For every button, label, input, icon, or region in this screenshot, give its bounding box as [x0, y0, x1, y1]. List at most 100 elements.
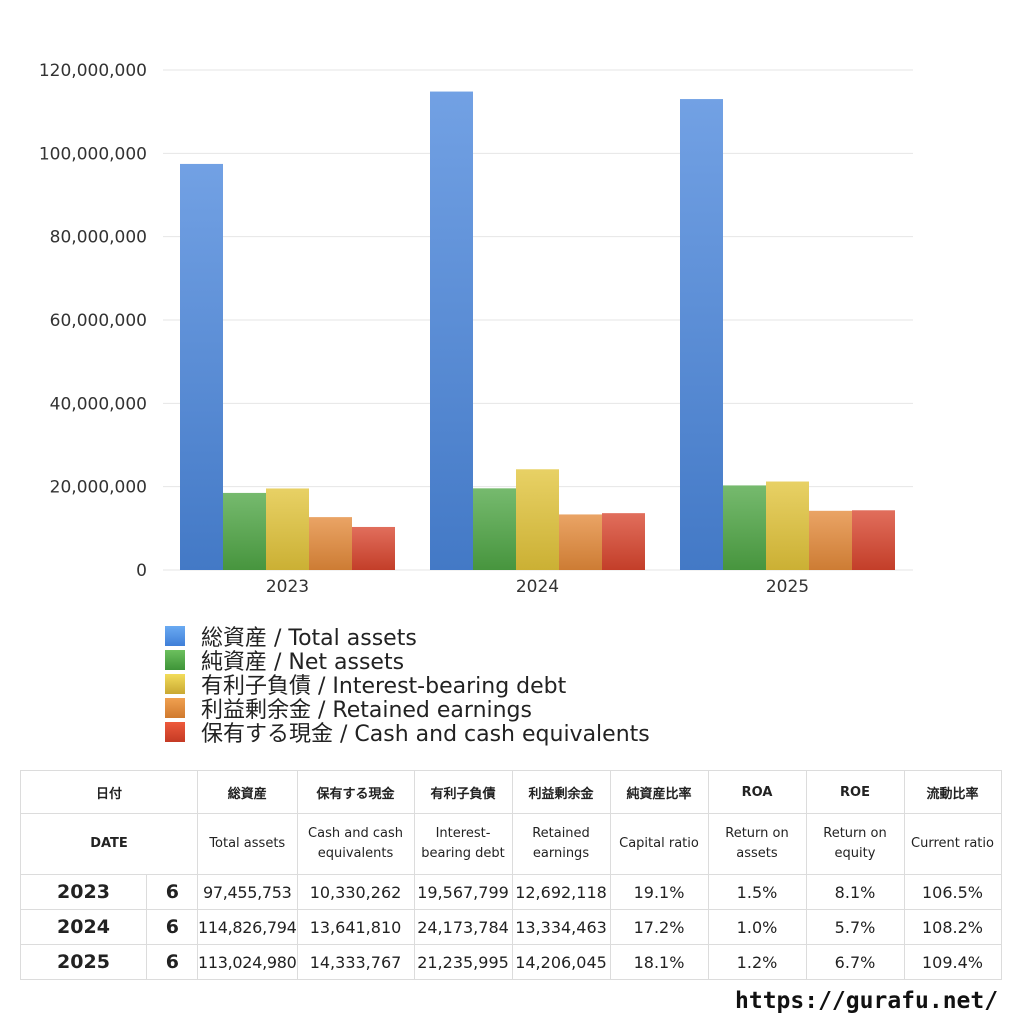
bar-2025-series-4	[852, 510, 895, 570]
legend-label: 保有する現金 / Cash and cash equivalents	[201, 722, 650, 747]
cell-cash: 13,641,810	[296, 909, 415, 945]
legend-label: 利益剰余金 / Retained earnings	[201, 698, 532, 723]
cell-capital-ratio: 17.2%	[609, 909, 709, 945]
bar-2024-series-4	[602, 513, 645, 570]
site-url[interactable]: https://gurafu.net/	[735, 988, 999, 1014]
bar-2025-series-1	[723, 485, 766, 570]
x-tick-label: 2024	[516, 577, 559, 597]
col-header-debt-jp: 有利子負債	[413, 770, 513, 814]
col-header-roa-jp: ROA	[707, 770, 807, 814]
bars	[180, 91, 895, 570]
legend-swatch-cash	[165, 722, 185, 742]
legend-label: 有利子負債 / Interest-bearing debt	[201, 674, 567, 699]
legend-swatch-total-assets	[165, 626, 185, 646]
cell-retained: 13,334,463	[511, 909, 611, 945]
cell-capital-ratio: 19.1%	[609, 874, 709, 910]
col-header-roa-en: Return on assets	[707, 813, 807, 875]
cell-current-ratio: 109.4%	[903, 944, 1002, 980]
table-row: 2025 6 113,024,980 14,333,767 21,235,995…	[20, 944, 1002, 980]
bar-2023-series-0	[180, 163, 223, 570]
col-header-current-ratio-en: Current ratio	[903, 813, 1002, 875]
y-tick-label: 120,000,000	[39, 61, 147, 81]
bar-2023-series-2	[266, 488, 309, 570]
y-tick-label: 40,000,000	[50, 394, 147, 414]
cell-month: 6	[146, 874, 198, 910]
cell-debt: 24,173,784	[413, 909, 513, 945]
table-header-jp: 日付 総資産 保有する現金 有利子負債 利益剰余金 純資産比率 ROA ROE …	[20, 770, 1002, 814]
cell-total-assets: 114,826,794	[197, 909, 298, 945]
cell-year: 2024	[20, 909, 147, 945]
y-tick-label: 80,000,000	[50, 228, 147, 248]
cell-debt: 21,235,995	[413, 944, 513, 980]
bar-2023-series-3	[309, 517, 352, 570]
col-header-roe-en: Return on equity	[805, 813, 905, 875]
bar-2025-series-0	[680, 99, 723, 570]
cell-year: 2025	[20, 944, 147, 980]
col-header-date-en: DATE	[20, 813, 198, 875]
cell-current-ratio: 108.2%	[903, 909, 1002, 945]
legend-item-total-assets: 総資産 / Total assets	[165, 624, 650, 651]
table-row: 2024 6 114,826,794 13,641,810 24,173,784…	[20, 909, 1002, 945]
cell-capital-ratio: 18.1%	[609, 944, 709, 980]
col-header-total-assets-en: Total assets	[197, 813, 298, 875]
cell-total-assets: 113,024,980	[197, 944, 298, 980]
bar-2025-series-3	[809, 510, 852, 570]
col-header-capital-ratio-jp: 純資産比率	[609, 770, 709, 814]
col-header-roe-jp: ROE	[805, 770, 905, 814]
col-header-total-assets-jp: 総資産	[197, 770, 298, 814]
col-header-retained-jp: 利益剰余金	[511, 770, 611, 814]
cell-roe: 8.1%	[805, 874, 905, 910]
cell-cash: 14,333,767	[296, 944, 415, 980]
cell-debt: 19,567,799	[413, 874, 513, 910]
bar-2025-series-2	[766, 481, 809, 570]
legend-item-net-assets: 純資産 / Net assets	[165, 648, 650, 675]
legend-swatch-retained-earnings	[165, 698, 185, 718]
cell-total-assets: 97,455,753	[197, 874, 298, 910]
x-axis-tick-labels: 2023 2024 2025	[266, 577, 809, 597]
legend-swatch-interest-bearing-debt	[165, 674, 185, 694]
cell-month: 6	[146, 944, 198, 980]
legend-item-retained-earnings: 利益剰余金 / Retained earnings	[165, 696, 650, 723]
col-header-cash-en: Cash and cash equivalents	[296, 813, 415, 875]
grid-lines	[163, 69, 913, 571]
cell-year: 2023	[20, 874, 147, 910]
legend-label: 総資産 / Total assets	[201, 626, 417, 651]
bar-2023-series-4	[352, 526, 395, 570]
bar-2023-series-1	[223, 492, 266, 570]
col-header-debt-en: Interest-bearing debt	[413, 813, 513, 875]
col-header-retained-en: Retained earnings	[511, 813, 611, 875]
legend-item-cash: 保有する現金 / Cash and cash equivalents	[165, 720, 650, 747]
cell-roe: 5.7%	[805, 909, 905, 945]
y-axis-tick-labels: 0 20,000,000 40,000,000 60,000,000 80,000,00…	[39, 61, 147, 581]
financial-summary-table: 日付 総資産 保有する現金 有利子負債 利益剰余金 純資産比率 ROA ROE …	[20, 770, 1002, 980]
cell-retained: 14,206,045	[511, 944, 611, 980]
legend-item-interest-bearing-debt: 有利子負債 / Interest-bearing debt	[165, 672, 650, 699]
x-tick-label: 2025	[766, 577, 809, 597]
cell-current-ratio: 106.5%	[903, 874, 1002, 910]
bar-2024-series-0	[430, 91, 473, 570]
y-tick-label: 60,000,000	[50, 311, 147, 331]
cell-roa: 1.2%	[707, 944, 807, 980]
bar-2024-series-2	[516, 469, 559, 570]
col-header-current-ratio-jp: 流動比率	[903, 770, 1002, 814]
bar-2024-series-1	[473, 488, 516, 570]
table-header-en: DATE Total assets Cash and cash equivale…	[20, 813, 1002, 875]
cell-cash: 10,330,262	[296, 874, 415, 910]
cell-roe: 6.7%	[805, 944, 905, 980]
col-header-cash-jp: 保有する現金	[296, 770, 415, 814]
chart-legend: 総資産 / Total assets 純資産 / Net assets 有利子負…	[165, 624, 650, 747]
legend-swatch-net-assets	[165, 650, 185, 670]
y-tick-label: 100,000,000	[39, 144, 147, 164]
bar-chart: 0 20,000,000 40,000,000 60,000,000 80,000,00…	[39, 61, 913, 597]
cell-roa: 1.0%	[707, 909, 807, 945]
y-tick-label: 20,000,000	[50, 478, 147, 498]
x-tick-label: 2023	[266, 577, 309, 597]
cell-roa: 1.5%	[707, 874, 807, 910]
cell-retained: 12,692,118	[511, 874, 611, 910]
cell-month: 6	[146, 909, 198, 945]
y-tick-label: 0	[136, 561, 147, 581]
col-header-date-jp: 日付	[20, 770, 198, 814]
legend-label: 純資産 / Net assets	[201, 650, 405, 675]
table-row: 2023 6 97,455,753 10,330,262 19,567,799 …	[20, 874, 1002, 910]
bar-2024-series-3	[559, 514, 602, 570]
